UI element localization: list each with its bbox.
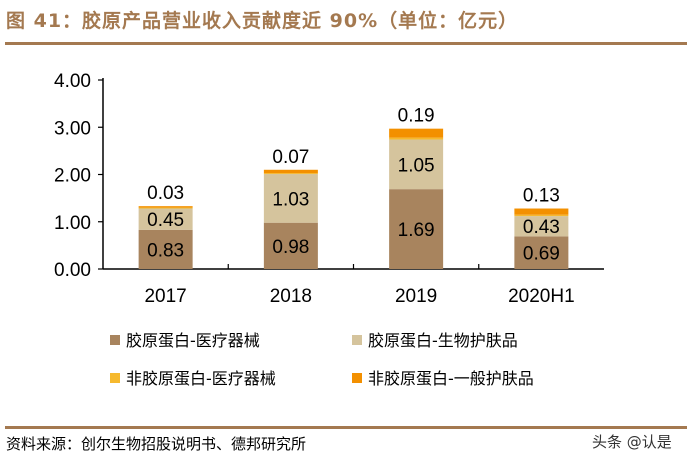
y-tick-label: 4.00 bbox=[54, 71, 91, 92]
bar-segment bbox=[389, 189, 444, 269]
bar-segment bbox=[263, 222, 318, 269]
bar-segment bbox=[389, 139, 444, 190]
x-tick-label: 2018 bbox=[270, 286, 312, 307]
legend-label: 非胶原蛋白-医疗器械 bbox=[126, 369, 276, 388]
data-label: 0.13 bbox=[523, 186, 560, 207]
legend-swatch bbox=[110, 373, 120, 383]
legend-label: 胶原蛋白-医疗器械 bbox=[126, 331, 260, 350]
title-rule bbox=[5, 42, 687, 45]
bar-segment bbox=[514, 236, 569, 269]
bar-segment bbox=[263, 169, 318, 174]
bar-segment bbox=[138, 208, 193, 230]
bar-segment bbox=[263, 173, 318, 175]
y-tick-label: 3.00 bbox=[54, 118, 91, 139]
y-tick-label: 2.00 bbox=[54, 166, 91, 187]
x-tick-label: 2017 bbox=[144, 286, 186, 307]
data-label: 0.03 bbox=[147, 183, 184, 204]
legend-label: 胶原蛋白-生物护肤品 bbox=[368, 331, 518, 350]
data-label: 0.19 bbox=[398, 106, 435, 127]
data-label: 0.07 bbox=[272, 147, 309, 168]
legend-swatch bbox=[352, 335, 362, 345]
bar-segment bbox=[514, 208, 569, 215]
bar-segment bbox=[263, 174, 318, 223]
data-label: 1.03 bbox=[272, 189, 309, 210]
bar-segment bbox=[138, 207, 193, 209]
x-tick-label: 2019 bbox=[395, 286, 437, 307]
x-tick-label: 2020H1 bbox=[508, 286, 575, 307]
y-tick-label: 1.00 bbox=[54, 213, 91, 234]
bar-segment bbox=[389, 128, 444, 138]
data-label: 1.69 bbox=[398, 220, 435, 241]
bar-segment bbox=[138, 229, 193, 269]
y-tick-label: 0.00 bbox=[54, 260, 91, 281]
bar-segment bbox=[514, 216, 569, 237]
legend-label: 非胶原蛋白-一般护肤品 bbox=[368, 369, 534, 388]
legend-swatch bbox=[110, 335, 120, 345]
data-label: 0.45 bbox=[147, 210, 184, 231]
data-label: 0.83 bbox=[147, 240, 184, 261]
data-label: 0.98 bbox=[272, 237, 309, 258]
stacked-bar-chart: 0.00 1.00 2.00 3.00 4.00 2017 0.83 0.45 0.03 2018… bbox=[54, 71, 604, 388]
watermark: 头条 @认是 bbox=[592, 433, 672, 451]
footer-rule bbox=[5, 426, 687, 429]
chart-title: 图 41：胶原产品营业收入贡献度近 90%（单位：亿元） bbox=[6, 10, 519, 32]
legend-swatch bbox=[352, 373, 362, 383]
bar-segment bbox=[514, 214, 569, 217]
data-label: 0.69 bbox=[523, 244, 560, 265]
bar-segment bbox=[138, 206, 193, 208]
source-note: 资料来源：创尔生物招股说明书、德邦研究所 bbox=[6, 435, 307, 453]
data-label: 0.43 bbox=[523, 217, 560, 238]
data-label: 1.05 bbox=[398, 155, 435, 176]
bar-segment bbox=[389, 137, 444, 140]
